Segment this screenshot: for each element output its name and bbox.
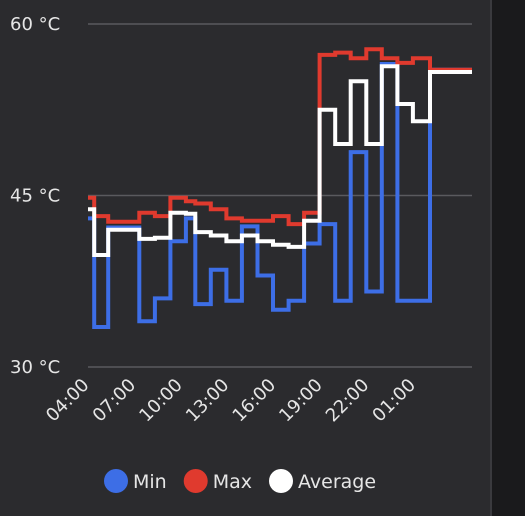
legend-swatch	[269, 469, 293, 493]
x-tick-label: 19:00	[275, 375, 327, 427]
legend-label: Average	[298, 471, 376, 493]
x-tick-label: 04:00	[42, 375, 94, 427]
scroll-edge	[490, 0, 525, 516]
x-tick-label: 01:00	[368, 375, 420, 427]
grid-lines	[88, 23, 472, 368]
legend-swatch	[183, 469, 208, 493]
temperature-chart: 60 °C 45 °C 30 °C 04:0007:0010:0013:0016:0…	[10, 14, 472, 493]
legend-item-max[interactable]: Max	[183, 469, 252, 493]
y-tick-label: 30 °C	[10, 357, 60, 378]
series-line-min	[88, 62, 472, 329]
series-line-average	[88, 64, 472, 257]
y-tick-label: 45 °C	[10, 186, 60, 207]
legend-label: Max	[213, 471, 252, 493]
legend-item-average[interactable]: Average	[269, 469, 376, 493]
x-tick-label: 13:00	[182, 375, 234, 427]
series-line-max	[88, 47, 472, 227]
legend-swatch	[104, 469, 128, 493]
x-tick-label: 07:00	[89, 375, 141, 427]
legend-item-min[interactable]: Min	[104, 469, 167, 493]
y-axis-ticks: 60 °C 45 °C 30 °C	[10, 14, 60, 378]
x-tick-label: 22:00	[322, 375, 374, 427]
x-tick-label: 10:00	[135, 375, 187, 427]
y-tick-label: 60 °C	[10, 14, 60, 35]
series-lines	[88, 47, 472, 329]
x-tick-label: 16:00	[229, 375, 281, 427]
legend[interactable]: Min Max Average	[104, 469, 376, 493]
legend-label: Min	[133, 471, 167, 493]
chart-panel	[0, 0, 490, 516]
